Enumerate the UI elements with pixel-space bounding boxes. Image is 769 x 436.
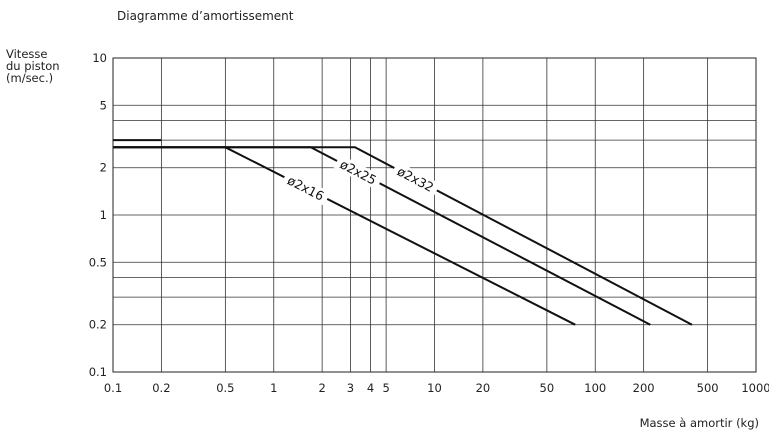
y-tick-label: 0.2	[89, 318, 107, 332]
x-tick-label: 50	[540, 381, 555, 395]
series-line	[113, 146, 693, 326]
series-label-group: ø2x32	[390, 161, 441, 198]
y-axis-label-line-2: du piston	[6, 59, 60, 73]
series-label-background	[281, 170, 331, 206]
x-tick-label: 10	[427, 381, 442, 395]
x-tick-label: 200	[633, 381, 655, 395]
series-label-background	[390, 161, 441, 198]
series-line	[113, 146, 576, 326]
y-tick-label: 0.5	[89, 255, 107, 269]
x-tick-label: 1	[270, 381, 277, 395]
x-tick-label: 4	[367, 381, 374, 395]
series-label-group: ø2x16	[281, 170, 331, 206]
series-label: ø2x25	[338, 156, 379, 187]
plot-frame	[112, 57, 757, 373]
x-tick-label: 0.2	[152, 381, 170, 395]
x-tick-label: 20	[476, 381, 491, 395]
x-tick-label: 2	[318, 381, 325, 395]
series-labels: ø2x16 ø2x25 ø2x32	[281, 154, 441, 206]
x-axis-label: Masse à amortir (kg)	[639, 416, 759, 430]
y-tick-label: 5	[100, 98, 107, 112]
grid	[112, 57, 757, 373]
series-label-background	[333, 154, 384, 190]
x-tick-label: 5	[382, 381, 389, 395]
x-tick-label: 3	[347, 381, 354, 395]
series-label: ø2x16	[285, 173, 327, 204]
x-tick-label: 100	[584, 381, 606, 395]
series-group	[113, 139, 693, 326]
y-axis-label-line-3: (m/sec.)	[6, 71, 54, 85]
x-tick-label: 1000	[741, 381, 769, 395]
x-tick-label: 0.5	[216, 381, 234, 395]
y-tick-label: 0.1	[89, 365, 107, 379]
series-label-group: ø2x25	[333, 154, 384, 190]
y-axis-label: Vitesse du piston (m/sec.)	[6, 48, 60, 84]
x-ticks: 0.1 0.2 0.5 1 2 3 4 5 10 20 50 100 200 500 1000	[104, 381, 769, 395]
y-axis-label-line-1: Vitesse	[6, 47, 48, 61]
series-line	[113, 146, 651, 326]
y-tick-label: 10	[92, 51, 107, 65]
chart-title: Diagramme d’amortissement	[117, 9, 294, 23]
y-ticks: 0.1 0.2 0.5 1 2 5 10	[89, 51, 107, 379]
x-tick-label: 500	[697, 381, 719, 395]
y-tick-label: 1	[100, 208, 107, 222]
series-label: ø2x32	[395, 163, 436, 194]
y-tick-label: 2	[100, 161, 107, 175]
x-tick-label: 0.1	[104, 381, 122, 395]
